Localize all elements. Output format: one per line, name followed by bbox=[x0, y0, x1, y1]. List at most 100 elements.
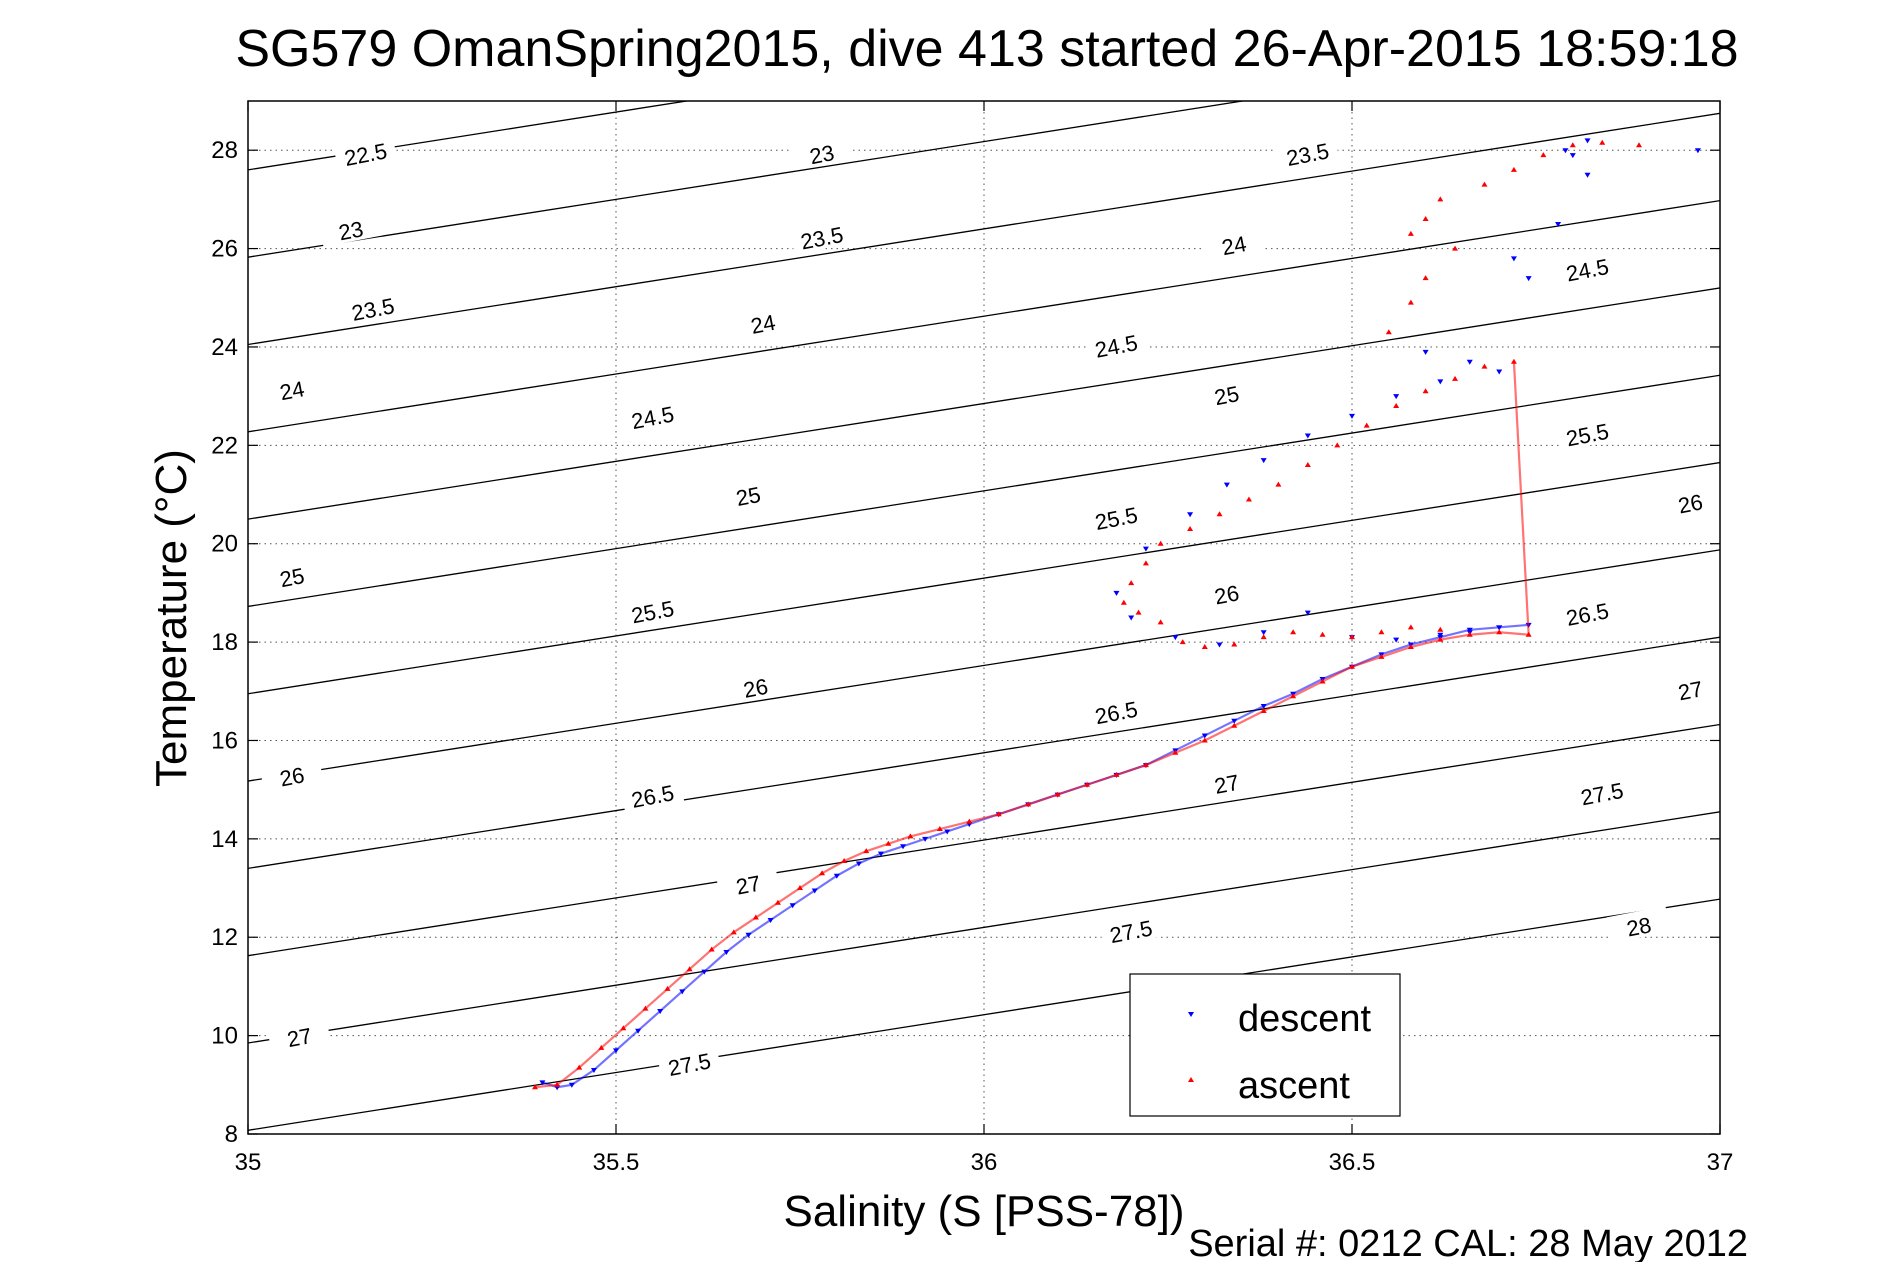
contour-label-backdrop bbox=[620, 396, 685, 434]
descent-point bbox=[1260, 630, 1267, 636]
x-tick-label: 37 bbox=[1707, 1149, 1734, 1176]
ascent-point bbox=[1187, 525, 1194, 531]
descent-point bbox=[1437, 379, 1444, 385]
isopycnal-line bbox=[248, 898, 1720, 1131]
ascent-point bbox=[1481, 363, 1488, 369]
y-tick-label: 16 bbox=[211, 727, 238, 754]
ascent-point bbox=[1275, 481, 1282, 487]
series-ascent bbox=[532, 139, 1643, 1090]
descent-point bbox=[1172, 635, 1179, 641]
descent-point bbox=[1393, 637, 1400, 643]
ascent-point bbox=[1422, 388, 1429, 394]
isopycnal-line bbox=[248, 287, 1720, 520]
descent-point bbox=[1304, 610, 1311, 616]
descent-point bbox=[1466, 359, 1473, 365]
descent-point bbox=[1496, 369, 1503, 375]
contour-label-backdrop bbox=[1555, 593, 1619, 631]
ascent-point bbox=[1363, 422, 1370, 428]
ascent-point bbox=[1437, 626, 1444, 632]
descent-point bbox=[1694, 148, 1701, 154]
ascent-point bbox=[1245, 496, 1252, 502]
ascent-trace bbox=[534, 361, 1530, 1089]
contour-label-backdrop bbox=[1658, 669, 1720, 707]
contour-label-backdrop bbox=[620, 775, 685, 813]
contour-label: 25 bbox=[278, 563, 307, 592]
ascent-point bbox=[1157, 540, 1164, 546]
tick-layer: 35 35.5 36 36.5 37 8 10 12 14 16 18 20 22 24 26 28 bbox=[211, 101, 1733, 1176]
contour-label-backdrop bbox=[715, 475, 780, 513]
contour-label-backdrop bbox=[340, 288, 405, 326]
descent-point bbox=[1260, 458, 1267, 464]
y-tick-label: 28 bbox=[211, 137, 238, 164]
ascent-point bbox=[1422, 275, 1429, 281]
descent-point bbox=[1393, 394, 1400, 400]
isopycnal-line bbox=[248, 461, 1720, 695]
descent-point bbox=[1510, 256, 1517, 262]
ascent-point bbox=[1290, 629, 1297, 635]
contour-label-backdrop bbox=[318, 209, 383, 247]
contour-label-backdrop bbox=[259, 556, 324, 594]
descent-point bbox=[1569, 153, 1576, 159]
descent-point bbox=[1142, 546, 1149, 552]
ascent-point bbox=[1260, 634, 1267, 640]
descent-point bbox=[1584, 172, 1591, 178]
y-tick-label: 20 bbox=[211, 531, 238, 558]
ascent-point bbox=[1393, 402, 1400, 408]
contour-label-backdrop bbox=[259, 755, 324, 793]
ascent-point bbox=[1304, 462, 1311, 468]
contour-label: 27 bbox=[734, 870, 763, 899]
legend-box bbox=[1129, 973, 1401, 1117]
legend-ascent-marker bbox=[1188, 1077, 1194, 1082]
ascent-point bbox=[1510, 358, 1517, 364]
contour-label: 23 bbox=[808, 140, 837, 169]
contour-label-backdrop bbox=[1083, 691, 1148, 729]
x-tick-label: 36 bbox=[971, 1149, 998, 1176]
ascent-point bbox=[1540, 152, 1547, 158]
data-layer bbox=[532, 138, 1701, 1091]
contour-label: 24 bbox=[1220, 231, 1249, 260]
contour-label-backdrop bbox=[1194, 374, 1259, 412]
descent-point bbox=[1422, 349, 1429, 355]
ascent-point bbox=[1510, 166, 1517, 172]
ascent-point bbox=[1385, 329, 1392, 335]
contour-label-backdrop bbox=[730, 303, 795, 341]
ascent-point bbox=[1157, 619, 1164, 625]
ascent-point bbox=[1636, 142, 1643, 148]
isopycnal-line bbox=[248, 101, 1247, 258]
x-tick-label: 36.5 bbox=[1329, 1149, 1376, 1176]
y-tick-label: 22 bbox=[211, 432, 238, 459]
chart-title: SG579 OmanSpring2015, dive 413 started 2… bbox=[235, 20, 1738, 78]
contour-label-backdrop bbox=[1194, 763, 1259, 801]
y-tick-label: 24 bbox=[211, 334, 238, 361]
y-tick-label: 8 bbox=[225, 1121, 238, 1148]
legend-ascent-label: ascent bbox=[1238, 1065, 1350, 1107]
descent-point bbox=[1437, 632, 1444, 638]
contour-label: 23 bbox=[337, 216, 366, 245]
descent-point bbox=[1128, 615, 1135, 621]
contour-label: 27 bbox=[1676, 676, 1705, 705]
legend-descent-marker bbox=[1188, 1012, 1194, 1017]
contour-label: 24 bbox=[278, 376, 307, 405]
contour-label: 28 bbox=[1625, 912, 1654, 941]
descent-point bbox=[1555, 221, 1562, 227]
contour-label-backdrop bbox=[1658, 482, 1720, 520]
isopycnal-line bbox=[248, 374, 1720, 608]
ascent-point bbox=[1231, 641, 1238, 647]
contour-label-backdrop bbox=[1555, 414, 1619, 452]
contour-label-backdrop bbox=[1098, 910, 1163, 948]
contour-label: 26 bbox=[1212, 580, 1241, 609]
contour-label: 26 bbox=[741, 674, 770, 703]
y-tick-label: 12 bbox=[211, 924, 238, 951]
contour-label-backdrop bbox=[789, 217, 854, 255]
contour-label-backdrop bbox=[715, 864, 780, 902]
descent-point bbox=[1304, 433, 1311, 439]
ascent-point bbox=[1142, 560, 1149, 566]
ascent-point bbox=[1452, 245, 1459, 251]
contour-label-backdrop bbox=[1083, 325, 1148, 363]
descent-point bbox=[1562, 148, 1569, 154]
descent-point bbox=[1584, 138, 1591, 144]
ascent-point bbox=[1407, 230, 1414, 236]
y-tick-label: 26 bbox=[211, 236, 238, 263]
